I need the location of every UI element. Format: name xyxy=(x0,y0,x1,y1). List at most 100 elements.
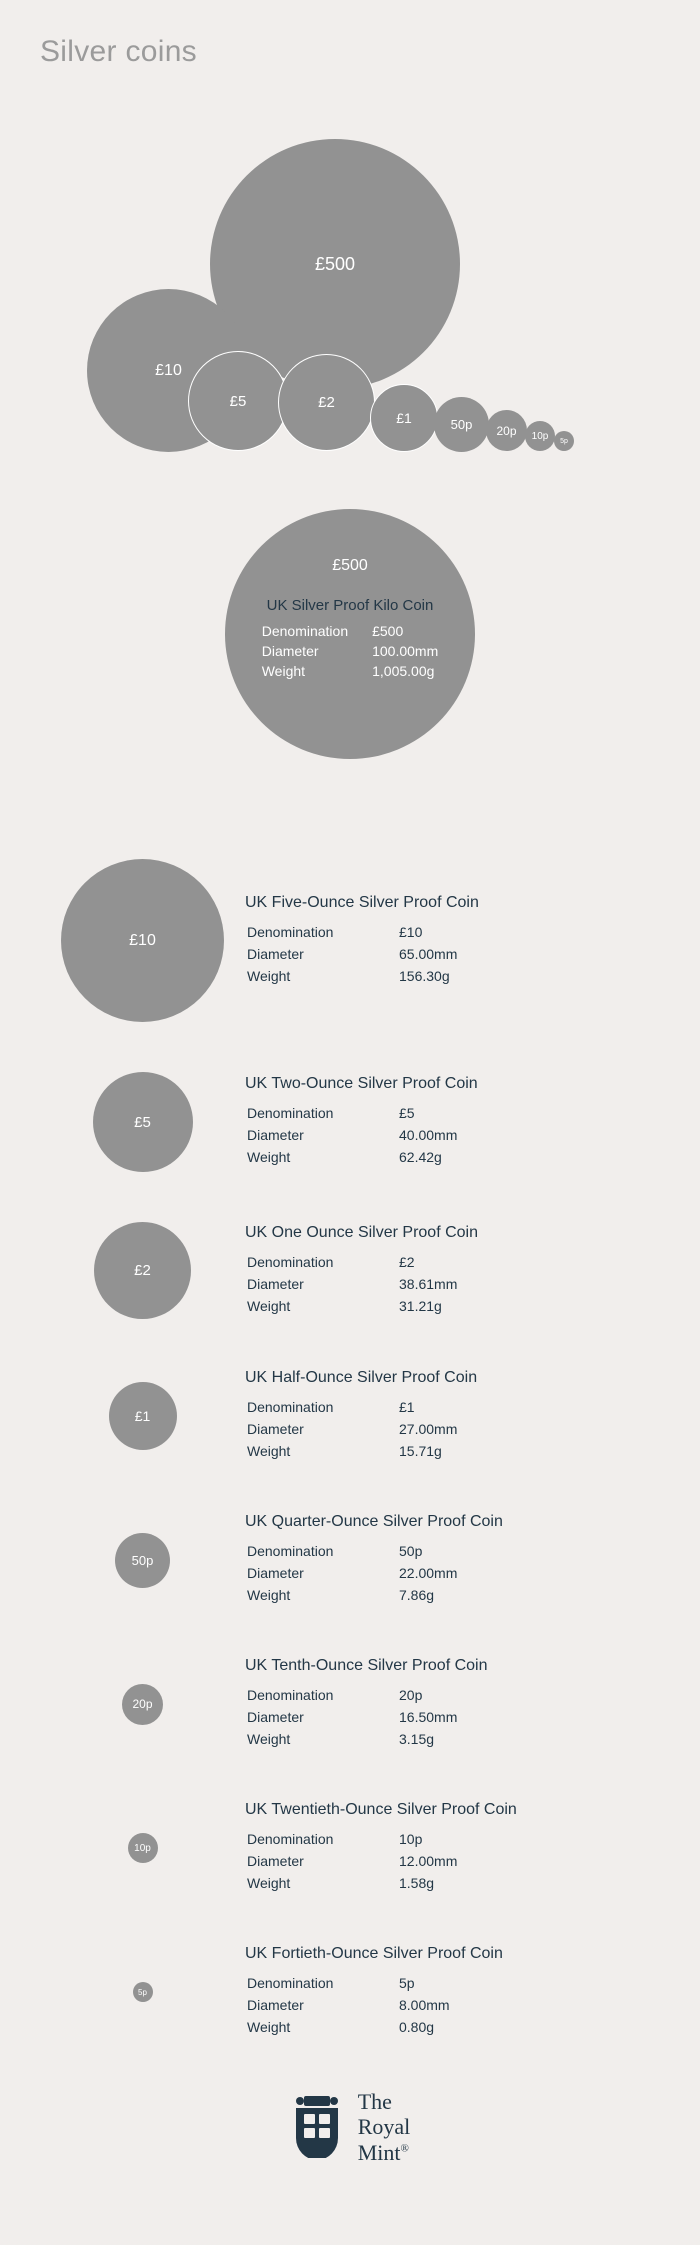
coin-illustration-column: £10 xyxy=(40,859,245,1022)
cluster-coin: 5p xyxy=(554,431,574,451)
spec-value: 40.00mm xyxy=(399,1125,457,1145)
feature-coin-name: UK Silver Proof Kilo Coin xyxy=(267,597,434,614)
spec-value: 100.00mm xyxy=(372,642,438,660)
coin-details-column: UK Quarter-Ounce Silver Proof CoinDenomi… xyxy=(245,1513,503,1607)
row-coin: £2 xyxy=(94,1222,191,1319)
spec-key: Diameter xyxy=(262,642,370,660)
coin-row: £5 UK Two-Ounce Silver Proof Coin Denomina… xyxy=(0,1072,700,1172)
spec-value: 10p xyxy=(399,1829,457,1849)
spec-key: Denomination xyxy=(247,1829,397,1849)
coin-details-column: UK Twentieth-Ounce Silver Proof CoinDeno… xyxy=(245,1801,517,1895)
spec-row: Denomination50p xyxy=(247,1541,457,1561)
spec-value: 16.50mm xyxy=(399,1707,457,1727)
spec-key: Weight xyxy=(247,1873,397,1893)
spec-key: Diameter xyxy=(247,1125,397,1145)
footer-line1: The xyxy=(358,2089,392,2114)
spec-key: Weight xyxy=(247,1147,397,1167)
spec-value: £2 xyxy=(399,1252,457,1272)
coin-name: UK Five-Ounce Silver Proof Coin xyxy=(245,894,479,912)
spec-row: Denomination5p xyxy=(247,1973,450,1993)
coin-name: UK One Ounce Silver Proof Coin xyxy=(245,1224,478,1242)
coin-specs: Denomination5pDiameter8.00mmWeight0.80g xyxy=(245,1971,452,2039)
coin-details-column: UK Fortieth-Ounce Silver Proof Coin Denom… xyxy=(245,1945,503,2039)
cluster-coin: £5 xyxy=(188,351,288,451)
coin-rows: £10 UK Five-Ounce Silver Proof Coin Denomi… xyxy=(0,859,700,2039)
coin-illustration-column: 20p xyxy=(40,1684,245,1725)
spec-key: Diameter xyxy=(247,1419,397,1439)
coin-illustration-column: 5p xyxy=(40,1982,245,2002)
spec-row: Denomination£2 xyxy=(247,1252,457,1272)
spec-value: 12.00mm xyxy=(399,1851,457,1871)
feature-coin-label: £500 xyxy=(332,557,368,575)
spec-value: 20p xyxy=(399,1685,457,1705)
coin-illustration-column: 10p xyxy=(40,1833,245,1863)
row-coin: £10 xyxy=(61,859,224,1022)
spec-row: Weight62.42g xyxy=(247,1147,457,1167)
coin-cluster: £500£10£5£2£150p20p10p5p xyxy=(0,89,700,489)
spec-row: Diameter12.00mm xyxy=(247,1851,457,1871)
coin-specs: Denomination50pDiameter22.00mmWeight7.86… xyxy=(245,1539,459,1607)
spec-value: £1 xyxy=(399,1397,457,1417)
spec-row: Denomination20p xyxy=(247,1685,457,1705)
coin-row: 20pUK Tenth-Ounce Silver Proof CoinDenom… xyxy=(0,1657,700,1751)
coin-name: UK Fortieth-Ounce Silver Proof Coin xyxy=(245,1945,503,1963)
coin-specs: Denomination£1Diameter27.00mmWeight15.71… xyxy=(245,1395,459,1463)
coin-details-column: UK One Ounce Silver Proof Coin Denominati… xyxy=(245,1224,478,1318)
spec-row: Denomination£1 xyxy=(247,1397,457,1417)
registered-mark: ® xyxy=(401,2142,409,2154)
feature-coin-section: £500 UK Silver Proof Kilo Coin Denominat… xyxy=(0,509,700,759)
spec-value: 38.61mm xyxy=(399,1274,457,1294)
row-coin: £5 xyxy=(93,1072,193,1172)
spec-key: Weight xyxy=(247,1441,397,1461)
coin-name: UK Half-Ounce Silver Proof Coin xyxy=(245,1369,477,1387)
coin-details-column: UK Two-Ounce Silver Proof Coin Denominati… xyxy=(245,1075,478,1169)
coin-specs: Denomination20pDiameter16.50mmWeight3.15… xyxy=(245,1683,459,1751)
spec-row: Denomination10p xyxy=(247,1829,457,1849)
spec-value: £10 xyxy=(399,922,457,942)
spec-row: Diameter16.50mm xyxy=(247,1707,457,1727)
row-coin: 50p xyxy=(115,1533,170,1588)
spec-value: 5p xyxy=(399,1973,450,1993)
spec-key: Denomination xyxy=(247,1252,397,1272)
cluster-coin: £2 xyxy=(278,354,375,451)
spec-value: 0.80g xyxy=(399,2017,450,2037)
feature-coin: £500 UK Silver Proof Kilo Coin Denominat… xyxy=(225,509,475,759)
spec-key: Weight xyxy=(262,662,370,680)
spec-row: Weight3.15g xyxy=(247,1729,457,1749)
row-coin: 10p xyxy=(128,1833,158,1863)
spec-value: 15.71g xyxy=(399,1441,457,1461)
spec-row: Diameter40.00mm xyxy=(247,1125,457,1145)
footer-brand-text: The Royal Mint® xyxy=(358,2089,411,2165)
coin-illustration-column: £5 xyxy=(40,1072,245,1172)
coin-row: 5p UK Fortieth-Ounce Silver Proof Coin Den… xyxy=(0,1945,700,2039)
spec-key: Denomination xyxy=(247,1103,397,1123)
coin-row: £2 UK One Ounce Silver Proof Coin Denomina… xyxy=(0,1222,700,1319)
coin-specs: Denomination10pDiameter12.00mmWeight1.58… xyxy=(245,1827,459,1895)
spec-row: Weight7.86g xyxy=(247,1585,457,1605)
cluster-coin: 50p xyxy=(434,397,489,452)
spec-key: Diameter xyxy=(247,1851,397,1871)
spec-value: £500 xyxy=(372,622,438,640)
spec-key: Weight xyxy=(247,2017,397,2037)
spec-row: Diameter27.00mm xyxy=(247,1419,457,1439)
feature-coin-specs: Denomination£500Diameter100.00mmWeight1,… xyxy=(260,620,441,682)
row-coin: £1 xyxy=(109,1382,177,1450)
spec-value: 1.58g xyxy=(399,1873,457,1893)
coin-details-column: UK Five-Ounce Silver Proof Coin Denominat… xyxy=(245,894,479,988)
spec-value: 7.86g xyxy=(399,1585,457,1605)
spec-value: 22.00mm xyxy=(399,1563,457,1583)
spec-key: Denomination xyxy=(247,1541,397,1561)
spec-row: Diameter22.00mm xyxy=(247,1563,457,1583)
spec-value: 3.15g xyxy=(399,1729,457,1749)
spec-row: Diameter38.61mm xyxy=(247,1274,457,1294)
spec-key: Denomination xyxy=(247,1685,397,1705)
spec-row: Denomination£5 xyxy=(247,1103,457,1123)
spec-key: Diameter xyxy=(247,1995,397,2015)
coin-illustration-column: £1 xyxy=(40,1382,245,1450)
spec-key: Weight xyxy=(247,1585,397,1605)
coin-illustration-column: 50p xyxy=(40,1533,245,1588)
spec-value: 27.00mm xyxy=(399,1419,457,1439)
coin-specs: Denomination£10Diameter65.00mmWeight156.… xyxy=(245,920,459,988)
spec-key: Diameter xyxy=(247,944,397,964)
coin-name: UK Two-Ounce Silver Proof Coin xyxy=(245,1075,478,1093)
